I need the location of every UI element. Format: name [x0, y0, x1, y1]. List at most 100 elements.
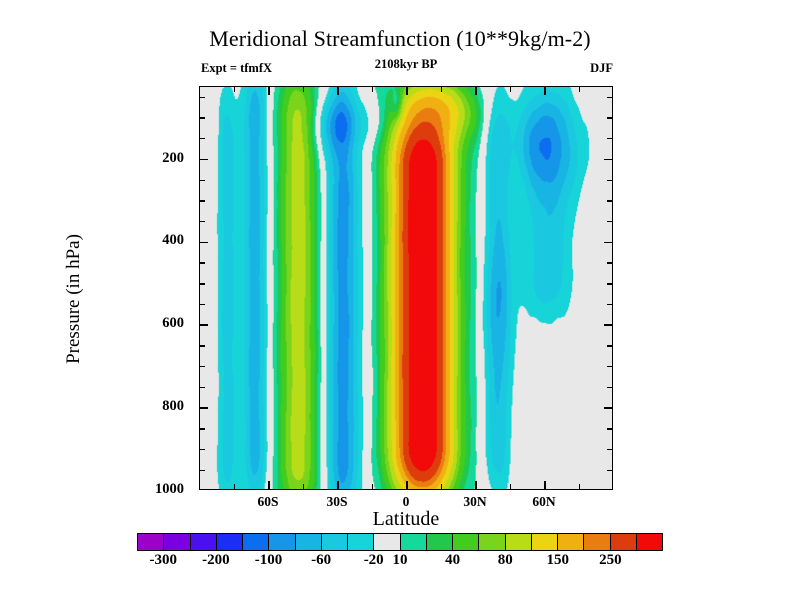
colorbar-cell	[374, 534, 401, 550]
colorbar-tick-label: 150	[546, 552, 570, 568]
colorbar	[137, 533, 663, 551]
page-title: Meridional Streamfunction (10**9kg/m-2)	[209, 26, 591, 51]
colorbar-cell	[426, 534, 453, 550]
axis-tick	[509, 87, 512, 92]
colorbar-tick-label: -200	[202, 552, 230, 568]
colorbar-cell	[610, 534, 637, 550]
axis-tick	[371, 484, 374, 489]
colorbar-label-layer: -300 -200 -100 -60 -20 10 40 80 150 250	[137, 552, 663, 572]
axis-tick	[200, 96, 205, 99]
y-tick-label: 800	[162, 398, 184, 415]
axis-tick	[607, 345, 612, 347]
x-tick-label: 30N	[463, 494, 487, 509]
axis-tick	[200, 303, 205, 306]
x-tick-label: 60S	[257, 494, 279, 509]
axis-tick	[544, 481, 546, 489]
colorbar-cell	[164, 534, 191, 550]
x-tick-label: 0	[402, 494, 410, 509]
axis-tick	[200, 345, 205, 347]
colorbar-cell	[190, 534, 217, 550]
axis-tick	[607, 96, 612, 99]
y-tick-label: 600	[162, 315, 184, 332]
axis-tick	[509, 484, 512, 489]
axis-tick	[200, 262, 205, 264]
colorbar-cell	[243, 534, 270, 550]
axis-tick	[200, 386, 205, 389]
axis-tick	[607, 386, 612, 389]
axis-tick	[268, 87, 270, 95]
axis-tick	[200, 448, 205, 451]
axis-tick	[440, 87, 443, 92]
axis-tick	[200, 220, 205, 223]
axis-tick	[607, 283, 612, 285]
axis-tick	[268, 481, 270, 489]
axis-tick	[200, 324, 208, 327]
axis-tick	[406, 87, 408, 95]
colorbar-cell	[531, 534, 558, 550]
axis-tick	[200, 200, 205, 202]
colorbar-tick-label: -20	[363, 552, 384, 568]
axis-tick	[578, 484, 581, 489]
contour-plot-area	[199, 86, 613, 490]
y-tick-label: 1000	[155, 481, 184, 497]
y-tick-label: 200	[162, 149, 184, 166]
axis-tick	[200, 158, 208, 161]
axis-tick	[200, 407, 208, 409]
axis-tick	[200, 138, 205, 140]
season-label: DJF	[590, 61, 613, 75]
axis-tick	[200, 241, 208, 244]
colorbar-cell	[295, 534, 322, 550]
colorbar-tick-label: -300	[149, 552, 178, 568]
x-tick-label: 60N	[532, 494, 556, 509]
axis-tick	[200, 283, 205, 285]
colorbar-tick-label: 80	[497, 552, 513, 568]
axis-tick	[604, 241, 612, 244]
axis-tick	[475, 481, 477, 489]
colorbar-cell	[400, 534, 427, 550]
x-axis-title: Latitude	[372, 508, 440, 530]
experiment-label: Expt = tfmfX	[201, 61, 273, 75]
axis-tick	[607, 469, 612, 471]
axis-tick	[440, 484, 443, 489]
axis-tick	[607, 303, 612, 306]
colorbar-tick-label: -60	[311, 552, 332, 568]
axis-tick	[607, 138, 612, 140]
axis-tick	[302, 484, 305, 489]
colorbar-cell	[138, 534, 165, 550]
axis-tick	[607, 220, 612, 223]
colorbar-cell	[558, 534, 585, 550]
axis-tick	[200, 365, 205, 368]
axis-tick	[200, 469, 205, 471]
colorbar-cell	[584, 534, 611, 550]
axis-tick	[607, 200, 612, 202]
axis-tick	[607, 365, 612, 368]
colorbar-cell	[321, 534, 348, 550]
axis-tick	[337, 87, 339, 95]
colorbar-cell	[479, 534, 506, 550]
axis-tick	[544, 87, 546, 95]
axis-tick	[607, 448, 612, 451]
x-tick-label: 30S	[326, 494, 348, 509]
axis-tick	[604, 407, 612, 409]
axis-tick	[371, 87, 374, 92]
axis-tick	[406, 481, 408, 489]
epoch-label: 2108kyr BP	[374, 57, 438, 71]
axis-tick	[200, 428, 205, 430]
axis-tick	[337, 481, 339, 489]
colorbar-cell	[348, 534, 375, 550]
contour-canvas	[200, 87, 612, 489]
colorbar-tick-label: 10	[392, 552, 408, 568]
axis-tick	[200, 117, 205, 119]
colorbar-tick-label: -100	[254, 552, 283, 568]
axis-tick	[607, 428, 612, 430]
colorbar-cell	[505, 534, 532, 550]
axis-tick	[233, 484, 236, 489]
colorbar-tick-label: 40	[445, 552, 461, 568]
colorbar-tick-label: 250	[599, 552, 622, 568]
colorbar-cell	[636, 534, 662, 550]
y-axis-title: Pressure (in hPa)	[63, 234, 84, 364]
axis-tick	[233, 87, 236, 92]
axis-tick	[607, 117, 612, 119]
axis-tick	[607, 262, 612, 264]
axis-tick	[604, 324, 612, 327]
